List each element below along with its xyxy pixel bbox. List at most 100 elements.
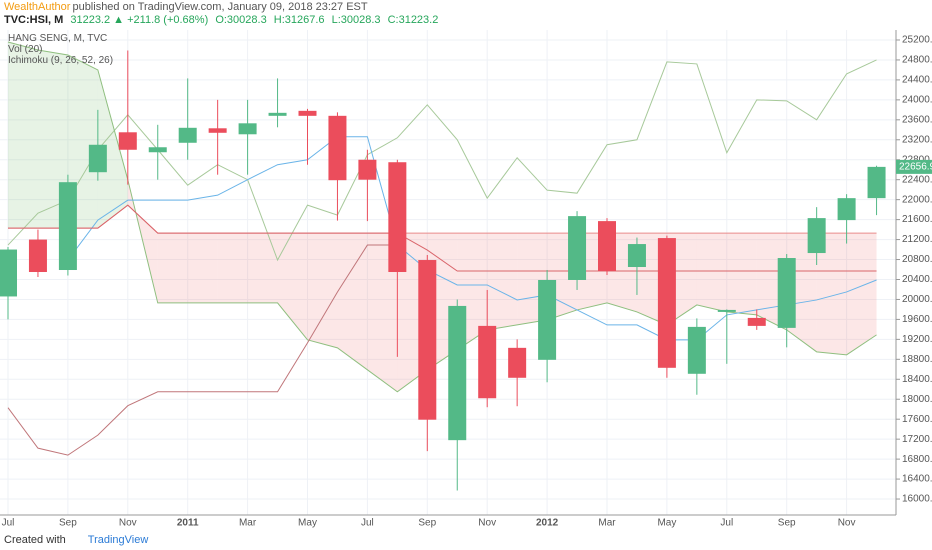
footer: Created with TradingView (4, 534, 148, 546)
x-tick-label: Sep (778, 518, 796, 529)
y-tick-label: 25200.0 (902, 35, 932, 46)
indicator-line (67, 136, 877, 341)
x-tick-label: Sep (59, 518, 77, 529)
cloud-fill (247, 233, 278, 303)
candle-body (208, 128, 227, 133)
created-with: Created with (4, 534, 66, 546)
plot-background (0, 30, 896, 515)
candle-body (598, 221, 616, 272)
symbol-line: TVC:HSI, M 31223.2 ▲ +211.8 (+0.68%) O:3… (4, 14, 442, 26)
y-tick-label: 23600.0 (902, 114, 932, 125)
candle-body (178, 127, 197, 143)
author[interactable]: WealthAuthor (4, 1, 71, 13)
y-tick-label: 21200.0 (902, 234, 932, 245)
x-tick-label: Jul (361, 518, 374, 529)
y-tick-label: 22000.0 (902, 194, 932, 205)
y-tick-label: 19200.0 (902, 334, 932, 345)
indicator-line (7, 59, 877, 262)
y-tick-label: 20800.0 (902, 254, 932, 265)
cloud-fill (307, 233, 338, 348)
brand[interactable]: TradingView (87, 534, 149, 546)
candle-body (238, 123, 257, 135)
candle-body (777, 258, 796, 328)
y-tick-label: 16800.0 (902, 454, 932, 465)
candle-body (478, 325, 497, 399)
candle-body (268, 112, 287, 116)
y-tick-label: 16400.0 (902, 474, 932, 485)
candle-body (0, 249, 17, 297)
candle-body (358, 159, 377, 180)
candle-body (717, 309, 736, 312)
cloud-fill (217, 233, 248, 303)
y-tick-label: 24000.0 (902, 94, 932, 105)
cloud-fill (337, 233, 368, 370)
price-tag (896, 159, 932, 174)
candle-body (148, 147, 167, 153)
symbol: TVC:HSI, M (4, 14, 64, 26)
x-tick-label: Sep (418, 518, 436, 529)
y-tick-label: 24800.0 (902, 55, 932, 66)
candle-body (328, 115, 347, 181)
cloud-fill (487, 233, 518, 330)
cloud-fill (726, 233, 757, 315)
candle-body (28, 239, 47, 273)
y-tick-label: 18400.0 (902, 374, 932, 385)
open: O:30028.3 (215, 14, 267, 26)
indicator-line (8, 204, 877, 272)
cloud-fill (8, 41, 38, 229)
x-tick-label: Jul (720, 518, 733, 529)
candle-body (687, 326, 706, 374)
x-tick-label: Mar (239, 518, 257, 529)
candle-body (58, 182, 77, 271)
published: published on TradingView.com, January 09… (72, 1, 368, 13)
y-tick-label: 21600.0 (902, 214, 932, 225)
y-tick-label: 16000.0 (902, 494, 932, 505)
legend-entry: Ichimoku (9, 26, 52, 26) (8, 55, 114, 66)
change: 31223.2 ▲ +211.8 (+0.68%) (70, 14, 209, 26)
candle-body (508, 347, 527, 378)
x-tick-label: May (657, 518, 676, 529)
y-tick-label: 19600.0 (902, 314, 932, 325)
cloud-fill (816, 233, 847, 355)
indicator-line (7, 244, 398, 456)
cloud-fill (97, 69, 128, 229)
low: L:30028.3 (331, 14, 381, 26)
cloud-fill (187, 233, 218, 303)
header-line: WealthAuthor published on TradingView.com… (4, 1, 372, 13)
candle-body (88, 144, 107, 173)
x-tick-label: Nov (838, 518, 856, 529)
candle-body (807, 218, 826, 254)
y-tick-label: 23200.0 (902, 134, 932, 145)
cloud-fill (696, 233, 727, 312)
high: H:31267.6 (273, 14, 325, 26)
y-tick-label: 17600.0 (902, 414, 932, 425)
y-tick-label: 20000.0 (902, 294, 932, 305)
candle-body (747, 317, 766, 326)
candle-body (627, 244, 646, 268)
y-tick-label: 17200.0 (902, 434, 932, 445)
legend: HANG SENG, M, TVC Vol (20) Ichimoku (9, … (8, 33, 113, 66)
y-tick-label: 20400.0 (902, 274, 932, 285)
candle-body (568, 216, 587, 280)
y-tick-label: 22400.0 (902, 174, 932, 185)
cloud-fill (846, 233, 877, 355)
y-tick-label: 24400.0 (902, 75, 932, 86)
candle-body (657, 238, 676, 368)
candle-body (118, 132, 137, 150)
x-tick-label: 2012 (536, 518, 559, 529)
candle-body (418, 260, 437, 420)
close: C:31223.2 (387, 14, 439, 26)
x-tick-label: Mar (598, 518, 616, 529)
y-tick-label: 18000.0 (902, 394, 932, 405)
indicator-line (7, 41, 877, 393)
price-tag-label: 22656.9 (899, 162, 932, 173)
candle-body (448, 305, 467, 441)
candle-body (837, 198, 856, 221)
x-tick-label: Nov (119, 518, 137, 529)
candle-body (867, 166, 886, 199)
y-tick-label: 18800.0 (902, 354, 932, 365)
cloud-fill (157, 233, 188, 303)
candle-body (298, 110, 317, 116)
